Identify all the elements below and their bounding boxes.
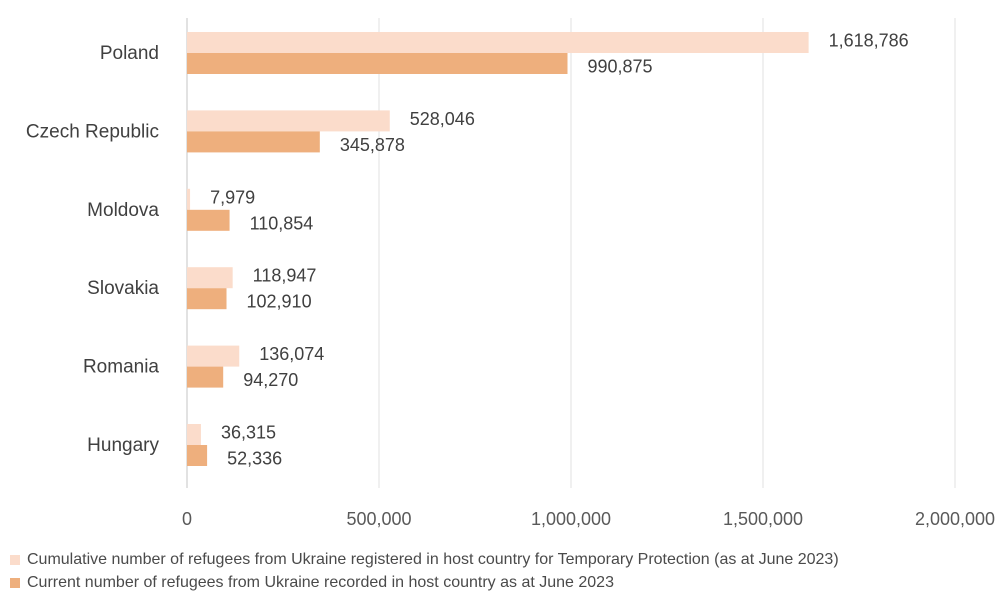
bar-cumulative [187, 345, 240, 367]
category-label: Moldova [87, 200, 159, 221]
bar-current [187, 288, 227, 310]
legend-swatch-cumulative [10, 554, 20, 565]
bar-current [187, 209, 230, 231]
bar-current [187, 445, 208, 466]
bar-current [187, 53, 568, 74]
legend-swatch-current [10, 577, 20, 588]
value-label-cumulative: 136,074 [259, 344, 324, 364]
x-tick-label: 1,000,000 [531, 509, 611, 529]
bar-cumulative [187, 32, 809, 53]
value-label-cumulative: 7,979 [210, 187, 255, 207]
category-labels: Poland Czech Republic Moldova Slovakia Roman… [26, 43, 160, 456]
value-label-current: 102,910 [247, 292, 312, 312]
bar-cumulative [187, 188, 191, 210]
value-label-current: 990,875 [587, 57, 652, 77]
grid-lines [186, 18, 956, 488]
x-tick-label: 1,500,000 [723, 509, 803, 529]
bar-current [187, 366, 224, 388]
value-label-current: 345,878 [340, 135, 405, 155]
x-tick-label: 0 [182, 509, 192, 529]
bar-cumulative [187, 110, 390, 132]
category-label: Poland [100, 43, 159, 64]
category-label: Czech Republic [26, 121, 159, 142]
category-label: Hungary [87, 435, 159, 456]
bar-current [187, 131, 320, 153]
value-label-cumulative: 36,315 [221, 423, 276, 443]
legend-label-current: Current number of refugees from Ukraine … [27, 573, 614, 591]
value-label-current: 110,854 [250, 213, 314, 233]
x-tick-label: 500,000 [346, 509, 411, 529]
legend: Cumulative number of refugees from Ukrai… [10, 548, 839, 594]
value-label-cumulative: 1,618,786 [829, 31, 909, 51]
value-label-cumulative: 118,947 [253, 266, 317, 286]
category-label: Slovakia [87, 278, 159, 299]
value-label-current: 52,336 [227, 449, 282, 469]
legend-label-cumulative: Cumulative number of refugees from Ukrai… [27, 550, 839, 568]
bars [187, 32, 809, 466]
category-label: Romania [83, 357, 159, 378]
bar-cumulative [187, 267, 233, 289]
legend-item-current: Current number of refugees from Ukraine … [10, 571, 839, 594]
x-tick-label: 2,000,000 [915, 509, 995, 529]
x-axis-tick-labels: 0 500,000 1,000,000 1,500,000 2,000,000 [182, 509, 995, 529]
bar-cumulative [187, 424, 201, 445]
value-label-current: 94,270 [243, 370, 298, 390]
legend-item-cumulative: Cumulative number of refugees from Ukrai… [10, 548, 839, 571]
value-label-cumulative: 528,046 [410, 109, 475, 129]
